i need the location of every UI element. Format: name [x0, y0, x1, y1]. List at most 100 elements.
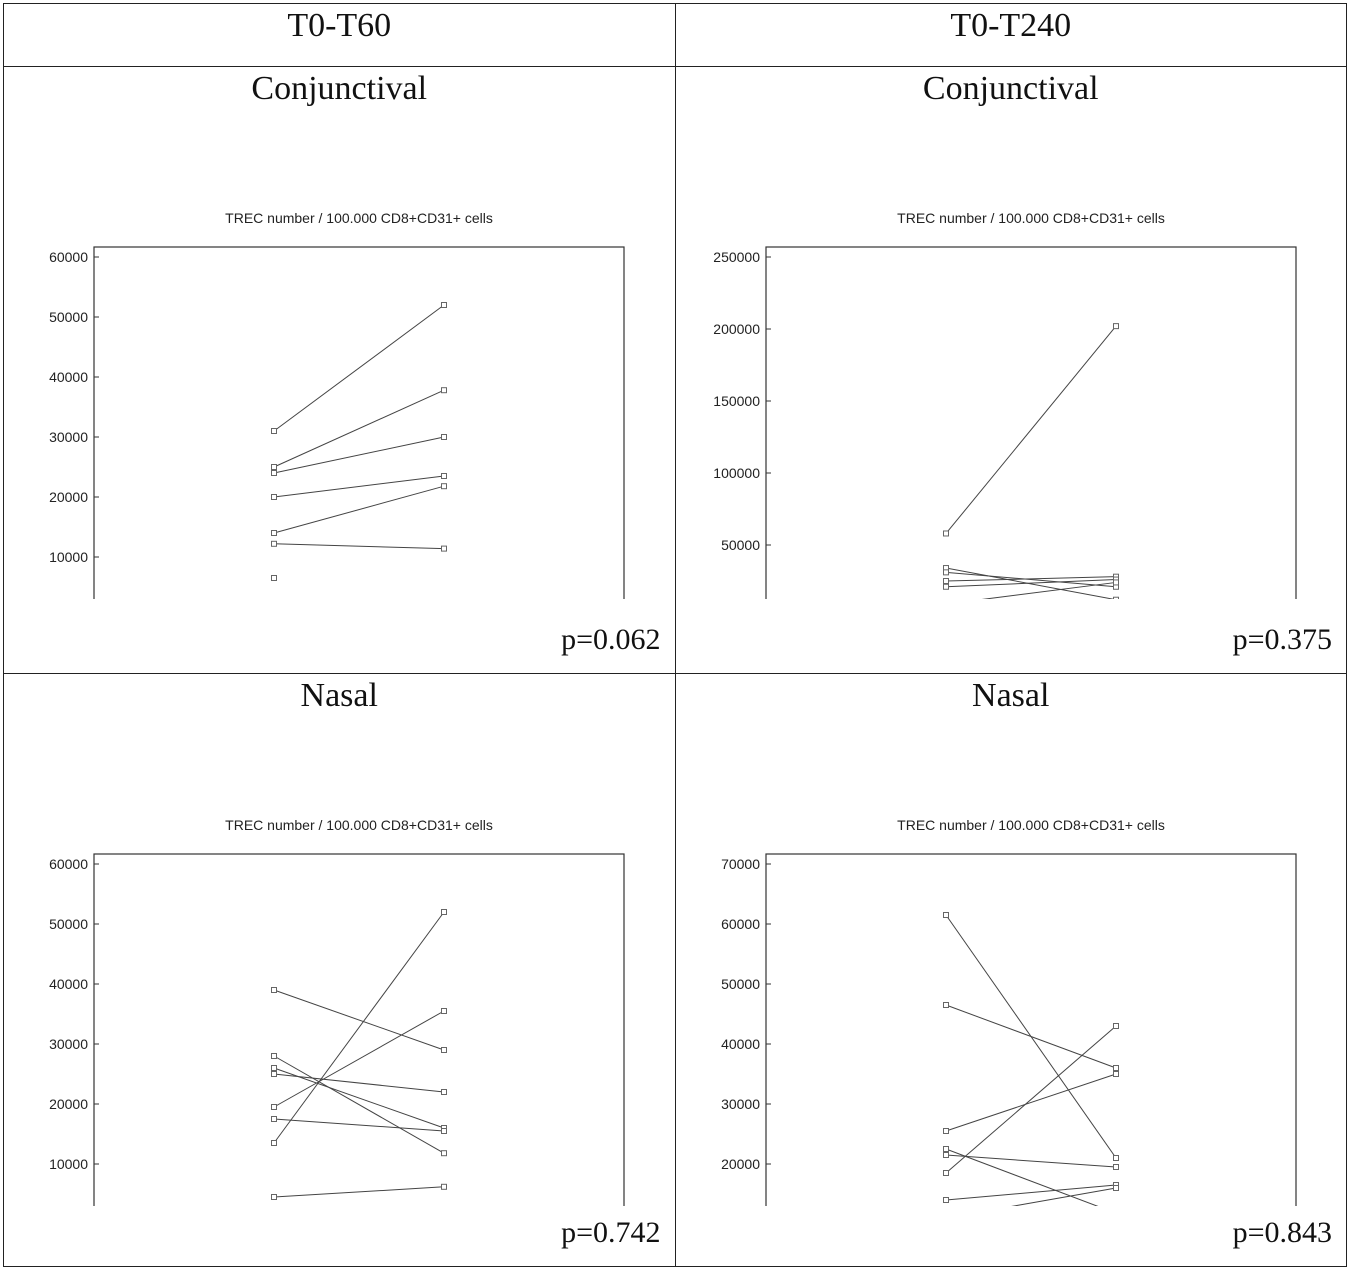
subject-line — [273, 1073, 445, 1093]
data-point-t0 — [942, 530, 949, 537]
data-point-followup — [1112, 1071, 1119, 1077]
plot-frame — [764, 853, 1297, 1206]
data-point-followup — [441, 1128, 447, 1134]
subject-line — [945, 576, 1116, 582]
subject-line — [945, 1004, 1116, 1069]
data-point-t0 — [942, 912, 949, 918]
y-tick-label: 50000 — [721, 976, 760, 992]
y-tick-label: 100000 — [713, 465, 760, 481]
data-point-t0 — [942, 583, 949, 590]
subject-line — [273, 989, 445, 1051]
y-tick-label: 20000 — [49, 1096, 88, 1112]
data-point-t0 — [942, 1002, 949, 1008]
panel-title: Conjunctival — [251, 70, 428, 107]
data-point-t0 — [271, 1071, 277, 1077]
data-point-t0 — [942, 569, 949, 576]
plot-title: TREC number / 100.000 CD8+CD31+ cells — [897, 210, 1165, 226]
subject-line — [273, 389, 445, 468]
subject-line — [273, 911, 445, 1144]
panel-conjunctival-t60: Conjunctival TREC number / 100.000 CD8+C… — [3, 66, 676, 674]
data-point-followup — [1112, 579, 1119, 586]
y-tick-label: 20000 — [49, 489, 88, 505]
y-tick-label: 250000 — [713, 249, 760, 265]
data-point-followup — [1112, 1164, 1119, 1170]
subject-line — [273, 436, 445, 474]
data-point-followup — [441, 1089, 447, 1095]
data-point-t0 — [271, 494, 277, 500]
data-point-followup — [441, 473, 447, 479]
p-value: p=0.375 — [1232, 623, 1332, 656]
y-tick-label: 150000 — [713, 393, 760, 409]
data-point-followup — [441, 483, 447, 490]
data-point-t0 — [271, 1116, 277, 1122]
plot-frame — [93, 853, 625, 1206]
data-point-t0 — [271, 540, 277, 547]
data-point-followup — [441, 545, 447, 552]
data-point-t0 — [271, 464, 277, 470]
chart-conjunctival-t60: TREC number / 100.000 CD8+CD31+ cells010… — [49, 210, 625, 599]
subject-line — [945, 1148, 1098, 1206]
data-point-t0 — [271, 987, 277, 993]
subject-line — [273, 475, 445, 498]
y-tick-label: 50000 — [721, 537, 760, 553]
subject-line — [945, 571, 1116, 588]
y-tick-label: 50000 — [49, 916, 88, 932]
plot-frame — [764, 246, 1297, 599]
subject-line — [273, 1067, 445, 1129]
data-point-followup — [441, 1047, 447, 1053]
y-tick-label: 30000 — [49, 429, 88, 445]
data-point-t0 — [271, 1053, 277, 1059]
data-point-t0 — [942, 1170, 949, 1176]
data-point-followup — [441, 1150, 447, 1157]
y-tick-label: 10000 — [49, 1156, 88, 1172]
subject-line — [273, 1186, 445, 1198]
data-point-t0 — [271, 470, 277, 476]
data-point-t0 — [942, 578, 949, 584]
data-point-t0 — [271, 1194, 277, 1200]
column-header-t240: T0-T240 — [674, 3, 1347, 67]
plot-title: TREC number / 100.000 CD8+CD31+ cells — [897, 817, 1165, 833]
subject-line — [1010, 1187, 1116, 1206]
data-point-t0 — [271, 575, 277, 581]
subject-line — [273, 304, 445, 432]
y-tick-label: 60000 — [49, 249, 88, 265]
subject-line — [945, 567, 1115, 599]
data-point-t0 — [271, 1065, 277, 1071]
y-tick-label: 40000 — [721, 1036, 760, 1052]
data-point-followup — [441, 387, 447, 394]
y-tick-label: 20000 — [721, 1156, 760, 1172]
p-value: p=0.843 — [1232, 1216, 1332, 1249]
p-value: p=0.062 — [561, 623, 661, 656]
chart-nasal-t240: TREC number / 100.000 CD8+CD31+ cells100… — [721, 817, 1297, 1206]
data-point-followup — [441, 1008, 447, 1014]
subject-line — [945, 1025, 1116, 1174]
subject-line — [981, 581, 1116, 599]
y-tick-label: 200000 — [713, 321, 760, 337]
plot-frame — [93, 246, 625, 599]
data-point-followup — [1112, 1185, 1119, 1191]
data-point-t0 — [942, 1152, 949, 1158]
data-point-followup — [441, 909, 447, 915]
panel-title: Nasal — [300, 677, 378, 714]
y-tick-label: 70000 — [721, 856, 760, 872]
data-point-followup — [1112, 596, 1119, 599]
plot-title: TREC number / 100.000 CD8+CD31+ cells — [225, 817, 493, 833]
subject-line — [273, 1010, 445, 1108]
data-point-t0 — [271, 428, 277, 434]
subject-line — [273, 1118, 445, 1132]
y-tick-label: 10000 — [49, 549, 88, 565]
subject-line — [945, 1184, 1116, 1201]
y-tick-label: 30000 — [49, 1036, 88, 1052]
panel-nasal-t240: Nasal TREC number / 100.000 CD8+CD31+ ce… — [674, 673, 1347, 1267]
column-title-t0-t240: T0-T240 — [950, 7, 1072, 44]
subject-line — [273, 543, 445, 550]
panel-title: Nasal — [972, 677, 1050, 714]
chart-nasal-t60: TREC number / 100.000 CD8+CD31+ cells010… — [49, 817, 625, 1206]
y-tick-label: 30000 — [721, 1096, 760, 1112]
y-tick-label: 40000 — [49, 976, 88, 992]
y-tick-label: 40000 — [49, 369, 88, 385]
subject-line — [273, 485, 445, 534]
y-tick-label: 60000 — [721, 916, 760, 932]
subject-line — [945, 579, 1116, 588]
data-point-followup — [441, 1183, 447, 1190]
